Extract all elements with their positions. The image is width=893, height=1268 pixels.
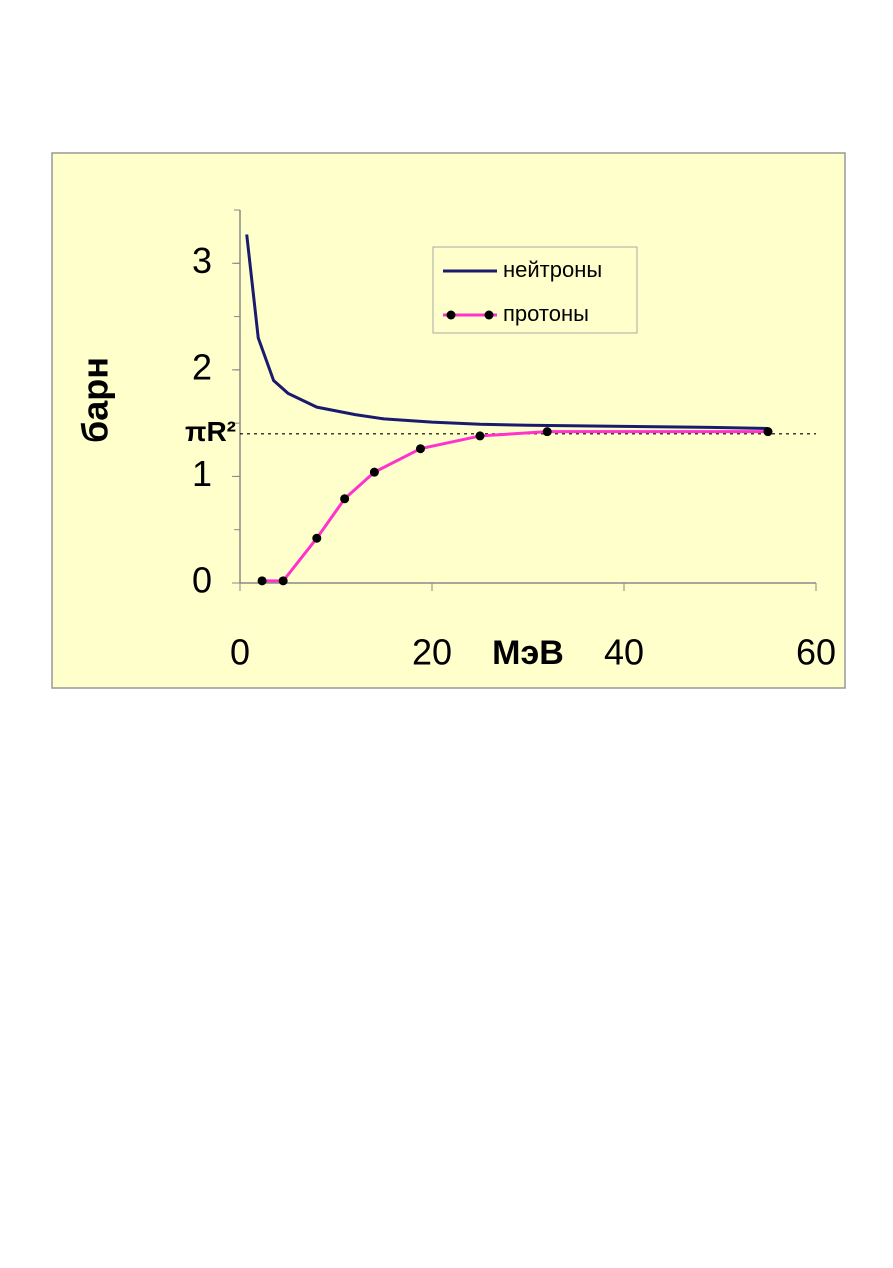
y-tick-label: 0 (192, 560, 212, 601)
x-tick-label: 60 (796, 632, 836, 673)
data-point (312, 533, 322, 543)
x-tick-label: 20 (412, 632, 452, 673)
data-point (763, 427, 773, 437)
legend-marker (484, 310, 494, 320)
series-line (245, 234, 769, 430)
chart-area (51, 152, 846, 689)
y-tick-label: 1 (192, 453, 212, 494)
reference-label: πR² (185, 416, 236, 447)
data-point (369, 467, 379, 477)
data-point (475, 431, 485, 441)
y-tick-label: 2 (192, 346, 212, 387)
data-point (257, 576, 267, 586)
y-axis-title: барн (75, 357, 116, 443)
x-axis-title: МэВ (492, 634, 564, 672)
y-tick-label: 3 (192, 240, 212, 281)
legend-label: протоны (503, 301, 589, 326)
legend-marker (446, 310, 456, 320)
data-point (542, 427, 552, 437)
data-point (415, 444, 425, 454)
x-tick-label: 0 (230, 632, 250, 673)
x-tick-label: 40 (604, 632, 644, 673)
data-point (340, 494, 350, 504)
legend-label: нейтроны (503, 257, 602, 282)
data-point (278, 576, 288, 586)
legend (432, 246, 638, 334)
